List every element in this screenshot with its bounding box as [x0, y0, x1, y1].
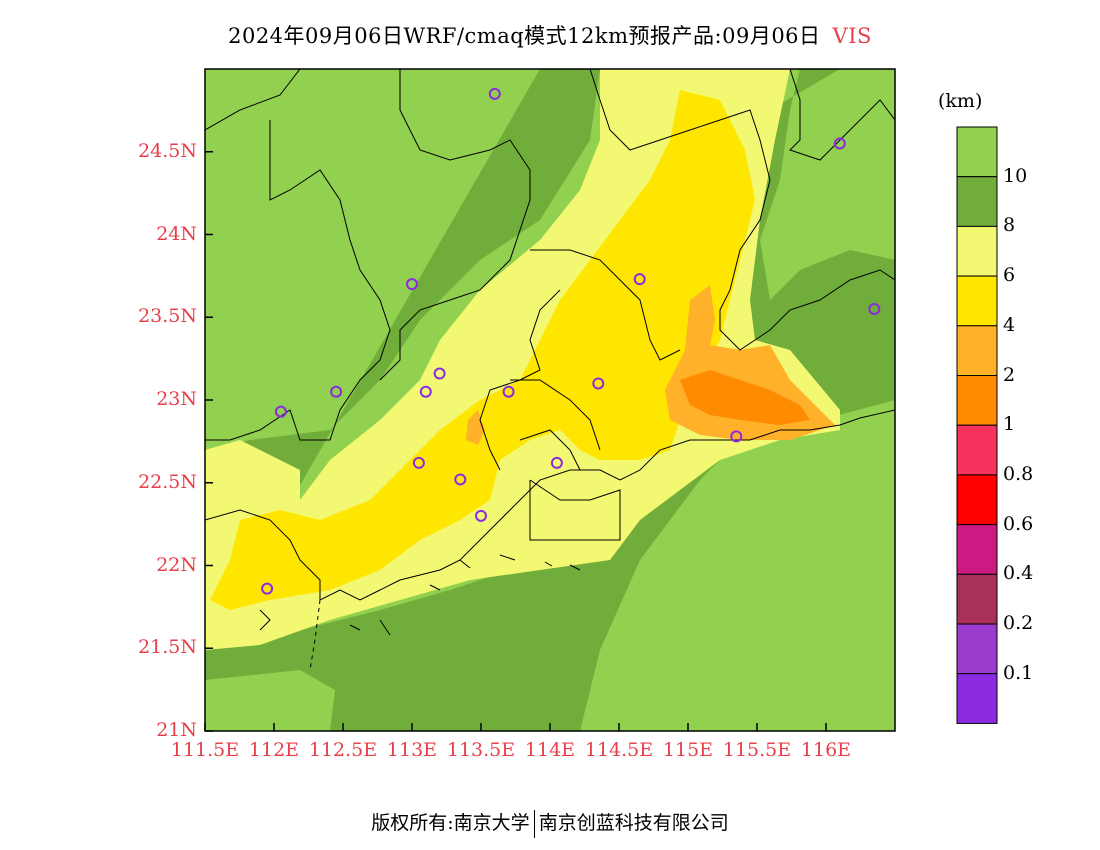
- lon-tick-label: 114.5E: [584, 739, 654, 761]
- station-marker: [433, 367, 446, 380]
- field-4km: [210, 90, 755, 610]
- station-marker: [730, 430, 743, 443]
- legend-swatch: [956, 176, 998, 227]
- station-marker: [330, 385, 343, 398]
- lon-tick-label: 114E: [524, 739, 576, 761]
- map-field: [205, 69, 895, 731]
- lon-tick-label: 111.5E: [170, 739, 240, 761]
- footer-company: 南京创蓝科技有限公司: [538, 812, 729, 834]
- title-main: 2024年09月06日WRF/cmaq模式12km预报产品:09月06日: [228, 24, 821, 48]
- lat-tick-label: 22N: [156, 553, 197, 576]
- legend-unit: (km): [938, 90, 983, 112]
- station-marker: [261, 582, 274, 595]
- lon-tick-label: 112.5E: [308, 739, 378, 761]
- legend-label: 0.6: [1003, 512, 1034, 535]
- lat-tick-label: 23N: [156, 388, 197, 410]
- lat-tick-label: 24.5N: [138, 139, 197, 162]
- station-marker: [419, 385, 432, 398]
- legend-label: 8: [1003, 214, 1016, 237]
- legend-label: 0.8: [1003, 462, 1034, 485]
- legend-label: 6: [1003, 264, 1016, 287]
- legend-swatch: [956, 225, 998, 277]
- legend-swatch: [956, 474, 998, 526]
- lat-tick-label: 23.5N: [138, 305, 197, 328]
- lat-tick-label: 21.5N: [138, 636, 197, 659]
- station-marker: [833, 137, 846, 150]
- station-marker: [592, 377, 605, 390]
- title-variable: VIS: [832, 24, 872, 48]
- legend-colorbar: [956, 126, 998, 724]
- station-marker: [412, 456, 425, 469]
- lon-tick-label: 115.5E: [722, 739, 792, 761]
- footer-separator: [533, 810, 535, 838]
- legend-swatch: [956, 275, 998, 327]
- legend-label: 1: [1003, 413, 1016, 436]
- legend-label: 4: [1003, 313, 1016, 336]
- station-layer: [261, 87, 881, 595]
- islands: [259, 554, 581, 636]
- station-marker: [633, 273, 646, 286]
- lat-tick-label: 21N: [156, 719, 197, 741]
- station-marker: [502, 385, 515, 398]
- lon-tick-label: 116E: [800, 739, 852, 761]
- tick-marks: [204, 151, 827, 732]
- dashed-boundary: [309, 599, 321, 671]
- station-marker: [550, 456, 563, 469]
- lat-tick-label: 22.5N: [138, 470, 197, 493]
- lon-tick-label: 113E: [386, 739, 438, 761]
- lon-tick-label: 113.5E: [446, 739, 516, 761]
- lon-tick-label: 115E: [662, 739, 714, 761]
- legend-label: 0.2: [1003, 612, 1034, 634]
- station-marker: [406, 278, 418, 291]
- legend-swatch: [956, 573, 998, 625]
- field-1km: [680, 370, 810, 425]
- station-marker: [475, 509, 487, 522]
- legend-swatch: [956, 623, 998, 675]
- legend-swatch: [956, 375, 998, 426]
- legend-label: 0.1: [1003, 661, 1034, 684]
- station-marker: [488, 87, 501, 100]
- map-title: 2024年09月06日WRF/cmaq模式12km预报产品:09月06日 VIS: [0, 20, 1100, 50]
- footer: 版权所有:南京大学 南京创蓝科技有限公司: [0, 808, 1100, 838]
- lat-tick-label: 24N: [156, 222, 197, 245]
- legend-swatch: [956, 126, 998, 178]
- legend-label: 0.4: [1003, 562, 1034, 585]
- legend-swatch: [956, 424, 998, 476]
- legend-label: 2: [1003, 363, 1016, 386]
- footer-copyright: 版权所有:南京大学: [371, 812, 530, 834]
- station-marker: [868, 302, 881, 315]
- legend-swatch: [956, 325, 998, 376]
- station-marker: [274, 405, 287, 418]
- station-marker: [454, 473, 467, 486]
- legend-swatch: [956, 524, 998, 575]
- province-boundary: [205, 69, 895, 541]
- legend-swatch: [956, 673, 998, 724]
- lon-tick-label: 112E: [248, 739, 300, 761]
- legend-label: 10: [1003, 164, 1028, 187]
- coastline: [205, 409, 895, 601]
